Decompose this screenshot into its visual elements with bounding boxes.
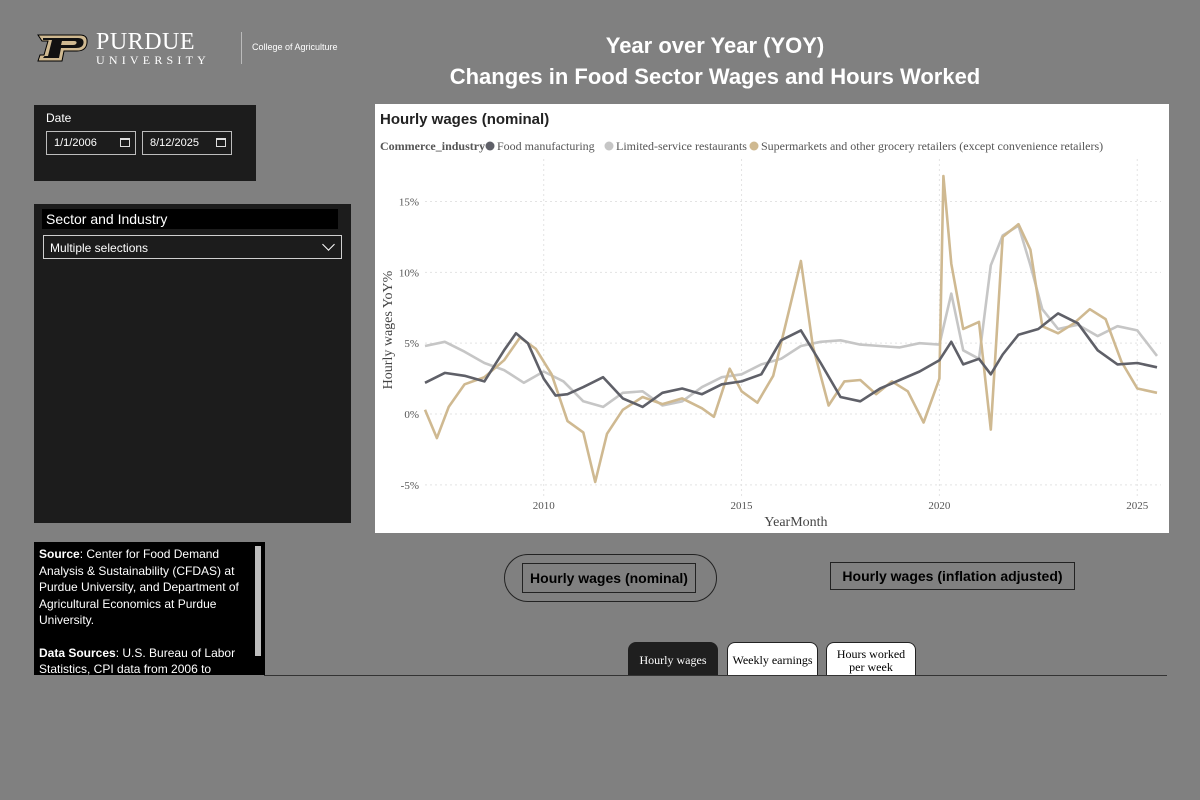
chart-series [423, 174, 1159, 484]
start-date-value: 1/1/2006 [54, 137, 97, 149]
x-tick-label: 2015 [731, 500, 754, 512]
logo-divider [241, 32, 242, 64]
sector-dropdown[interactable]: Multiple selections [43, 235, 342, 259]
chart-card: Hourly wages (nominal) Commerce_industry… [375, 104, 1169, 533]
hourly-wages-inflation-button[interactable]: Hourly wages (inflation adjusted) [830, 562, 1075, 590]
calendar-icon[interactable] [120, 138, 130, 147]
page-title-line1: Year over Year (YOY) [605, 33, 825, 58]
sector-slicer-label: Sector and Industry [42, 209, 338, 229]
y-tick-label: 0% [404, 409, 419, 421]
hourly-wages-nominal-button[interactable]: Hourly wages (nominal) [504, 554, 717, 602]
purdue-logo: PURDUE UNIVERSITY College of Agriculture [34, 29, 338, 68]
legend-marker [749, 141, 759, 151]
legend-item[interactable]: Limited-service restaurants [616, 139, 747, 153]
tab-hours-worked[interactable]: Hours worked per week [826, 642, 916, 676]
calendar-icon[interactable] [216, 138, 226, 147]
x-tick-label: 2010 [533, 500, 556, 512]
hourly-wages-inflation-label: Hourly wages (inflation adjusted) [842, 568, 1063, 584]
legend-item[interactable]: Supermarkets and other grocery retailers… [761, 139, 1103, 153]
wages-line-chart: Hourly wages (nominal) Commerce_industry… [380, 111, 1161, 530]
end-date-input[interactable]: 8/12/2025 [142, 131, 232, 155]
legend-marker [604, 141, 614, 151]
logo-college: College of Agriculture [252, 42, 338, 52]
logo-wordmark: PURDUE [96, 29, 196, 55]
source-note-panel: Source: Center for Food Demand Analysis … [34, 542, 265, 675]
tab-weekly-earnings[interactable]: Weekly earnings [727, 642, 818, 676]
series-line-limited-service[interactable] [424, 224, 1159, 409]
x-axis-label: YearMonth [764, 515, 827, 530]
legend-title: Commerce_industry [380, 139, 485, 153]
data-sources-text: : U.S. Bureau of Labor Statistics, CPI d… [39, 645, 236, 676]
y-tick-label: 5% [404, 338, 419, 350]
source-text: : Center for Food Demand Analysis & Sust… [39, 547, 239, 627]
source-scrollbar[interactable] [255, 546, 261, 656]
y-tick-label: -5% [401, 480, 419, 492]
logo-university: UNIVERSITY [96, 53, 210, 67]
date-slicer: Date 1/1/2006 8/12/2025 [34, 105, 256, 181]
x-tick-label: 2020 [928, 500, 951, 512]
start-date-input[interactable]: 1/1/2006 [46, 131, 136, 155]
hourly-wages-nominal-label: Hourly wages (nominal) [522, 563, 696, 593]
x-axis-ticks: 2010 2015 2020 2025 [533, 500, 1149, 512]
sector-dropdown-value: Multiple selections [50, 241, 149, 255]
chart-legend: Commerce_industry Food manufacturing Limit… [380, 139, 1103, 153]
source-label: Source [39, 547, 80, 561]
legend-item[interactable]: Food manufacturing [497, 139, 595, 153]
page-title-line2: Changes in Food Sector Wages and Hours W… [449, 64, 981, 89]
y-axis-label: Hourly wages YoY% [381, 270, 396, 389]
y-axis-ticks: -5% 0% 5% 10% 15% [399, 197, 419, 492]
tab-divider [264, 675, 1167, 676]
chevron-down-icon[interactable] [322, 238, 335, 251]
tab-hours-line2: per week [849, 660, 893, 674]
tab-hourly-wages[interactable]: Hourly wages [628, 642, 718, 676]
y-tick-label: 15% [399, 197, 419, 209]
legend-marker [485, 141, 495, 151]
purdue-p-logo-icon [37, 34, 88, 62]
page-title: Year over Year (YOY) Changes in Food Sec… [330, 30, 1100, 92]
date-slicer-label: Date [46, 111, 72, 125]
tab-hours-line1: Hours worked [836, 647, 906, 661]
end-date-value: 8/12/2025 [150, 137, 199, 149]
data-sources-label: Data Sources [39, 645, 116, 660]
y-tick-label: 10% [399, 267, 419, 279]
chart-title: Hourly wages (nominal) [380, 111, 549, 128]
sector-industry-slicer: Sector and Industry Multiple selections [34, 204, 351, 523]
series-line-supermarkets[interactable] [423, 174, 1158, 484]
x-tick-label: 2025 [1126, 500, 1149, 512]
series-line-food-manufacturing[interactable] [424, 312, 1158, 409]
source-note-text: Source: Center for Food Demand Analysis … [39, 546, 251, 675]
